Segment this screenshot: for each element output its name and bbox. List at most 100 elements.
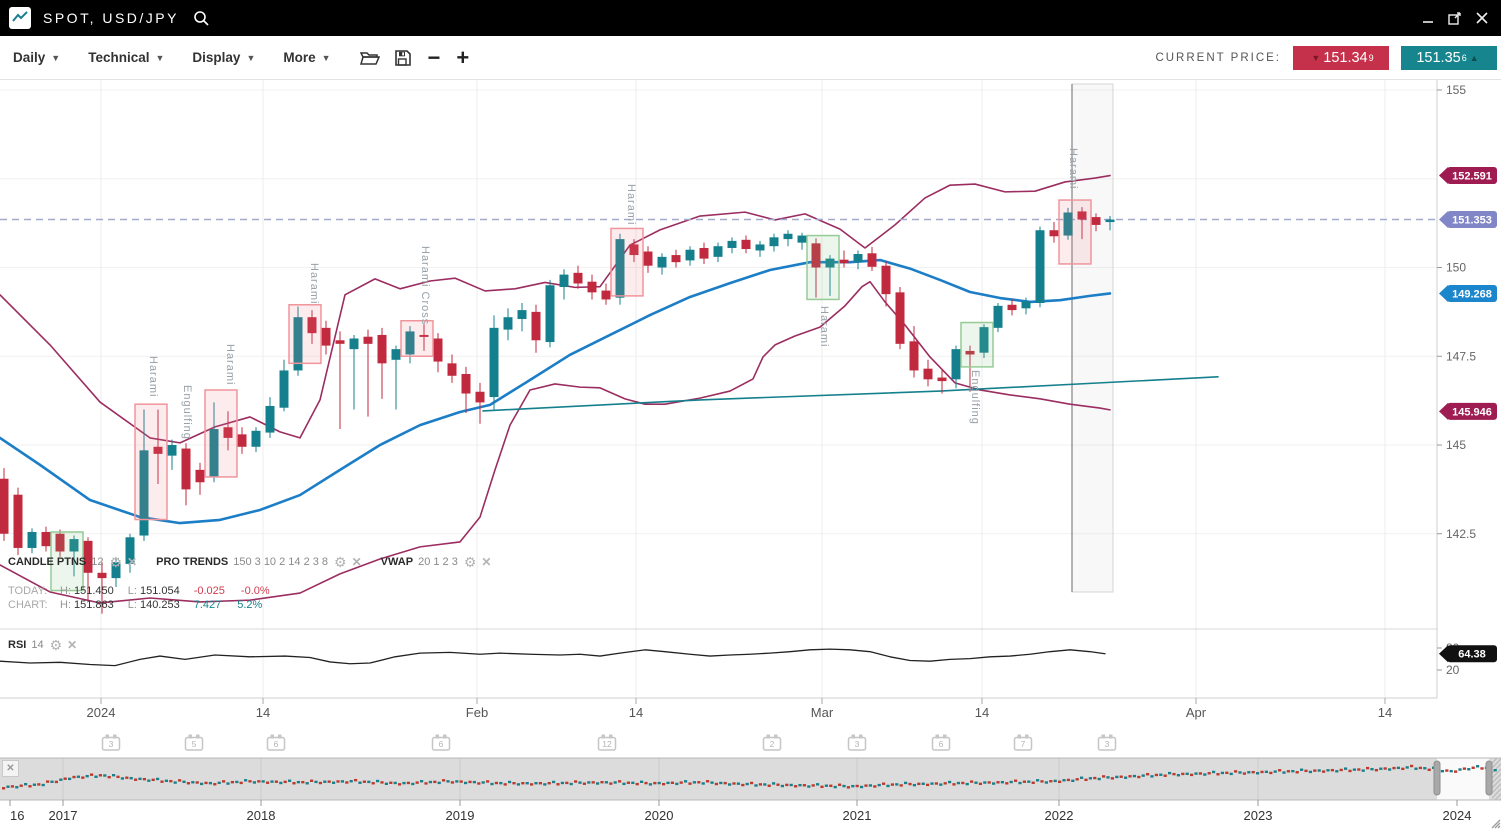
remove-indicator-icon[interactable]: ✕	[127, 555, 138, 569]
menu-more-label: More	[283, 50, 316, 65]
calendar-icon	[847, 736, 867, 751]
svg-text:6: 6	[274, 739, 279, 749]
save-icon[interactable]	[394, 49, 412, 67]
open-folder-icon[interactable]	[359, 50, 380, 66]
chart-low: 140.253	[139, 599, 180, 611]
navigator-close-button[interactable]: ✕	[2, 760, 19, 777]
arrow-up-icon: ▲	[1469, 52, 1479, 63]
zoom-out-button[interactable]: −	[427, 44, 441, 70]
svg-text:64.38: 64.38	[1458, 649, 1486, 661]
chevron-down-icon: ▼	[321, 52, 331, 63]
svg-text:155: 155	[1446, 83, 1466, 97]
today-change-pct: -0.0%	[240, 585, 270, 597]
remove-indicator-icon[interactable]: ✕	[67, 638, 78, 652]
svg-text:2023: 2023	[1244, 808, 1273, 823]
svg-text:16: 16	[10, 808, 24, 823]
menu-technical-label: Technical	[88, 50, 150, 65]
pattern-label: Harami Cross	[419, 246, 431, 325]
pattern-box-bearish	[610, 227, 644, 297]
calendar-icon	[101, 736, 121, 751]
gear-icon[interactable]: ⚙	[49, 637, 63, 653]
pattern-box-bearish	[288, 304, 322, 365]
rsi-name: RSI	[8, 639, 27, 651]
bid-value: 151.34	[1323, 49, 1368, 66]
svg-text:14: 14	[256, 705, 270, 720]
svg-text:Apr: Apr	[1186, 705, 1207, 720]
menu-daily[interactable]: Daily ▼	[13, 50, 60, 65]
calendar-icon	[266, 736, 286, 751]
gear-icon[interactable]: ⚙	[463, 554, 477, 570]
calendar-icon	[931, 736, 951, 751]
bid-price[interactable]: ▼ 151.34 9	[1293, 45, 1389, 70]
symbol-title: SPOT, USD/JPY	[43, 10, 179, 26]
pattern-label: Harami	[147, 356, 159, 397]
remove-indicator-icon[interactable]: ✕	[351, 555, 362, 569]
minimize-icon[interactable]	[1419, 9, 1437, 27]
navigator-handle	[1433, 760, 1441, 796]
svg-text:Mar: Mar	[811, 705, 834, 720]
legend-pro-trends: PRO TRENDS 150 3 10 2 14 2 3 8 ⚙ ✕	[156, 555, 362, 569]
ask-price[interactable]: 151.35 6 ▲	[1401, 45, 1497, 70]
svg-text:2019: 2019	[446, 808, 475, 823]
remove-indicator-icon[interactable]: ✕	[481, 555, 492, 569]
navigator	[0, 758, 1501, 800]
legend-rsi: RSI 14 ⚙ ✕	[8, 638, 77, 652]
pattern-label: Harami	[1067, 148, 1079, 189]
pro-trends-name: PRO TRENDS	[156, 556, 229, 568]
candle-ptns-params: 12	[91, 556, 104, 568]
svg-text:6: 6	[939, 739, 944, 749]
pattern-label: Engulfing	[969, 370, 981, 425]
chart-high: 151.863	[74, 599, 114, 611]
pattern-box-bullish	[50, 531, 84, 592]
svg-text:2020: 2020	[645, 808, 674, 823]
calendar-icon	[184, 736, 204, 751]
close-icon[interactable]	[1473, 9, 1491, 27]
svg-text:145.946: 145.946	[1452, 406, 1492, 418]
menu-display[interactable]: Display ▼	[192, 50, 255, 65]
svg-text:151.353: 151.353	[1452, 214, 1492, 226]
svg-text:142.5: 142.5	[1446, 527, 1476, 541]
candles	[0, 207, 1115, 614]
high-key: H:	[60, 599, 71, 611]
svg-text:2024: 2024	[1443, 808, 1472, 823]
price-chart[interactable]: Harami Engulfing Harami Harami Harami Cross H…	[0, 80, 1501, 829]
low-key: L:	[127, 585, 137, 597]
svg-text:2018: 2018	[247, 808, 276, 823]
zoom-in-button[interactable]: +	[456, 44, 470, 70]
pattern-box-bearish	[204, 389, 238, 478]
pattern-label: Engulfing	[181, 385, 193, 440]
resize-grip-icon	[1497, 825, 1501, 829]
legend-vwap: VWAP 20 1 2 3 ⚙ ✕	[381, 555, 492, 569]
pro-trends-params: 150 3 10 2 14 2 3 8	[233, 556, 329, 568]
navigator-handle	[1485, 760, 1493, 796]
svg-text:14: 14	[629, 705, 643, 720]
menu-display-label: Display	[192, 50, 241, 65]
svg-text:14: 14	[1378, 705, 1392, 720]
svg-text:2024: 2024	[87, 705, 116, 720]
pattern-box-bearish	[134, 403, 168, 521]
svg-text:2017: 2017	[49, 808, 78, 823]
ask-pip: 6	[1461, 52, 1467, 63]
svg-text:152.591: 152.591	[1452, 171, 1492, 183]
svg-text:3: 3	[1105, 739, 1110, 749]
navigator-selection	[1437, 758, 1489, 800]
pattern-label: Harami	[625, 184, 637, 225]
pattern-label: Harami	[224, 344, 236, 385]
resize-grip-icon	[1491, 819, 1501, 829]
pattern-box-bullish	[960, 321, 994, 368]
popout-icon[interactable]	[1446, 9, 1464, 27]
menu-more[interactable]: More ▼	[283, 50, 330, 65]
gear-icon[interactable]: ⚙	[334, 554, 347, 570]
menu-technical[interactable]: Technical ▼	[88, 50, 164, 65]
chart-change-pct: 5.2%	[237, 599, 263, 611]
bid-pip: 9	[1368, 52, 1374, 63]
svg-text:14: 14	[975, 705, 989, 720]
chevron-down-icon: ▼	[155, 52, 165, 63]
svg-text:149.268: 149.268	[1452, 288, 1492, 300]
calendar-icon	[431, 736, 451, 751]
svg-text:Feb: Feb	[466, 705, 488, 720]
svg-text:20: 20	[1446, 663, 1460, 677]
gear-icon[interactable]: ⚙	[109, 554, 123, 570]
search-icon[interactable]	[193, 10, 210, 27]
